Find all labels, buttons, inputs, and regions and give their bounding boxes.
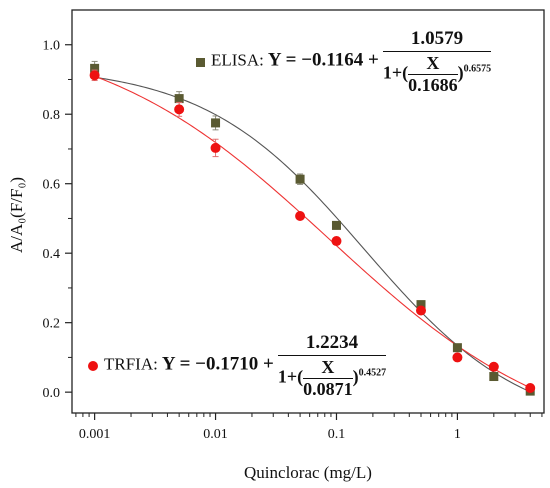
elisa-den-prefix: 1+( xyxy=(382,62,409,83)
elisa-equation-numerator: 1.0579 xyxy=(382,28,492,52)
trfia-data-point xyxy=(295,211,306,222)
elisa-data-point xyxy=(452,343,462,353)
x-tick-label: 0.1 xyxy=(328,427,346,442)
elisa-inner-c: 0.1686 xyxy=(408,75,458,95)
trfia-inner-fraction: X 0.0871 xyxy=(303,357,353,400)
trfia-data-point xyxy=(488,361,499,372)
elisa-data-point xyxy=(416,300,426,310)
y-axis-label: A/A₀(F/F₀) xyxy=(7,177,26,253)
x-tick-label: 0.001 xyxy=(79,427,111,442)
trfia-data-point xyxy=(210,142,221,153)
elisa-data-point xyxy=(331,220,341,230)
y-tick-label: 0.8 xyxy=(43,108,61,123)
elisa-equation-fraction: 1.0579 1+(X 0.1686)0.6575 xyxy=(382,28,492,96)
plot-frame xyxy=(71,9,545,414)
trfia-data-point xyxy=(174,104,185,115)
elisa-inner-x: X xyxy=(408,53,458,75)
trfia-data-point xyxy=(525,382,536,393)
elisa-equation-denominator: 1+(X 0.1686)0.6575 xyxy=(383,52,491,96)
trfia-inner-c: 0.0871 xyxy=(303,379,353,399)
trfia-equation-label: TRFIA: xyxy=(104,354,158,374)
y-tick-label: 0.4 xyxy=(43,247,61,262)
elisa-exponent: 0.6575 xyxy=(463,63,492,75)
trfia-inner-x: X xyxy=(303,357,353,379)
y-tick-label: 1.0 xyxy=(43,39,61,54)
elisa-den-suffix: ) xyxy=(457,62,464,83)
y-tick-label: 0.6 xyxy=(43,178,61,193)
y-tick-label: 0.0 xyxy=(43,386,61,401)
y-tick-label: 0.2 xyxy=(43,317,61,332)
trfia-equation: TRFIA: Y = −0.1710 + 1.2234 1+(X 0.0871)0… xyxy=(88,332,387,400)
trfia-legend-marker xyxy=(88,361,98,371)
trfia-den-suffix: ) xyxy=(352,366,359,387)
trfia-equation-numerator: 1.2234 xyxy=(277,332,387,356)
elisa-data-point xyxy=(90,63,100,73)
x-axis-label: Quinclorac (mg/L) xyxy=(244,463,372,482)
x-tick-label: 1 xyxy=(454,427,461,442)
trfia-equation-fraction: 1.2234 1+(X 0.0871)0.4527 xyxy=(277,332,387,400)
elisa-inner-fraction: X 0.1686 xyxy=(408,53,458,96)
trfia-data-point xyxy=(89,70,100,81)
trfia-equation-lhs: Y = −0.1710 + xyxy=(161,353,274,375)
trfia-data-point xyxy=(416,305,427,316)
trfia-data-point xyxy=(331,236,342,247)
elisa-equation-label: ELISA: xyxy=(211,50,264,70)
elisa-legend-marker xyxy=(196,57,205,67)
trfia-exponent: 0.4527 xyxy=(358,367,387,379)
trfia-den-prefix: 1+( xyxy=(277,366,304,387)
elisa-data-point xyxy=(489,372,499,382)
elisa-data-point xyxy=(211,118,221,128)
x-tick-label: 0.01 xyxy=(203,427,228,442)
trfia-equation-denominator: 1+(X 0.0871)0.4527 xyxy=(278,356,386,400)
elisa-equation: ELISA: Y = −0.1164 + 1.0579 1+(X 0.1686)0… xyxy=(196,28,492,96)
elisa-data-point xyxy=(174,94,184,104)
elisa-data-point xyxy=(295,174,305,184)
elisa-equation-lhs: Y = −0.1164 + xyxy=(267,49,379,71)
trfia-data-point xyxy=(452,352,463,363)
